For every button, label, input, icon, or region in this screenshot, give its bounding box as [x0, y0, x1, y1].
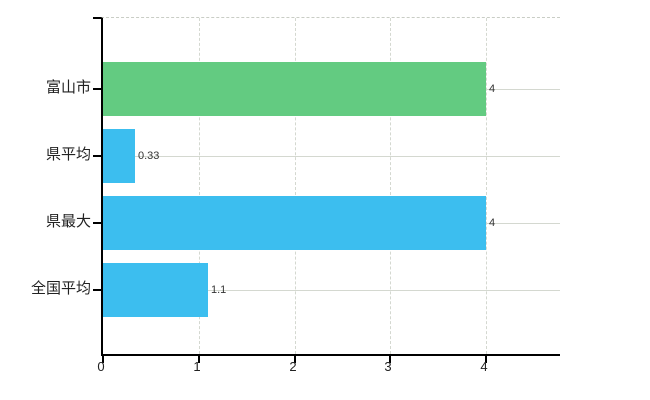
bar-富山市[interactable]	[103, 62, 486, 116]
x-axis-tick-label: 0	[97, 359, 105, 374]
plot-area: 4 0.33 4 1.1	[93, 17, 560, 363]
vertical-gridline	[295, 18, 296, 354]
x-axis-tick-label: 2	[289, 359, 297, 374]
category-label: 全国平均	[30, 280, 91, 297]
x-axis-tick	[102, 354, 104, 363]
bar-県平均[interactable]	[103, 129, 135, 183]
x-axis-tick-label: 1	[193, 359, 201, 374]
x-axis-tick-label: 4	[480, 359, 488, 374]
category-label: 富山市	[45, 79, 91, 96]
x-axis-tick	[389, 354, 391, 363]
x-axis-tick	[198, 354, 200, 363]
x-axis-tick	[485, 354, 487, 363]
row-center-gridline	[103, 290, 560, 291]
vertical-gridline	[390, 18, 391, 354]
bar-value-label: 4	[489, 83, 496, 95]
vertical-gridline	[486, 18, 487, 354]
x-axis-tick-label: 3	[384, 359, 392, 374]
y-axis-top-tick	[93, 17, 101, 19]
bar-value-label: 4	[489, 217, 496, 229]
x-axis-tick	[294, 354, 296, 363]
row-center-gridline	[103, 156, 560, 157]
y-axis-tick	[93, 88, 101, 90]
y-axis-tick	[93, 289, 101, 291]
bar-県最大[interactable]	[103, 196, 486, 250]
bar-value-label: 0.33	[138, 150, 160, 162]
y-axis-tick	[93, 222, 101, 224]
category-label: 県最大	[45, 213, 91, 230]
bar-全国平均[interactable]	[103, 263, 208, 317]
bar-value-label: 1.1	[211, 284, 227, 296]
vertical-gridline	[199, 18, 200, 354]
category-label: 県平均	[45, 146, 91, 163]
y-axis-tick	[93, 155, 101, 157]
